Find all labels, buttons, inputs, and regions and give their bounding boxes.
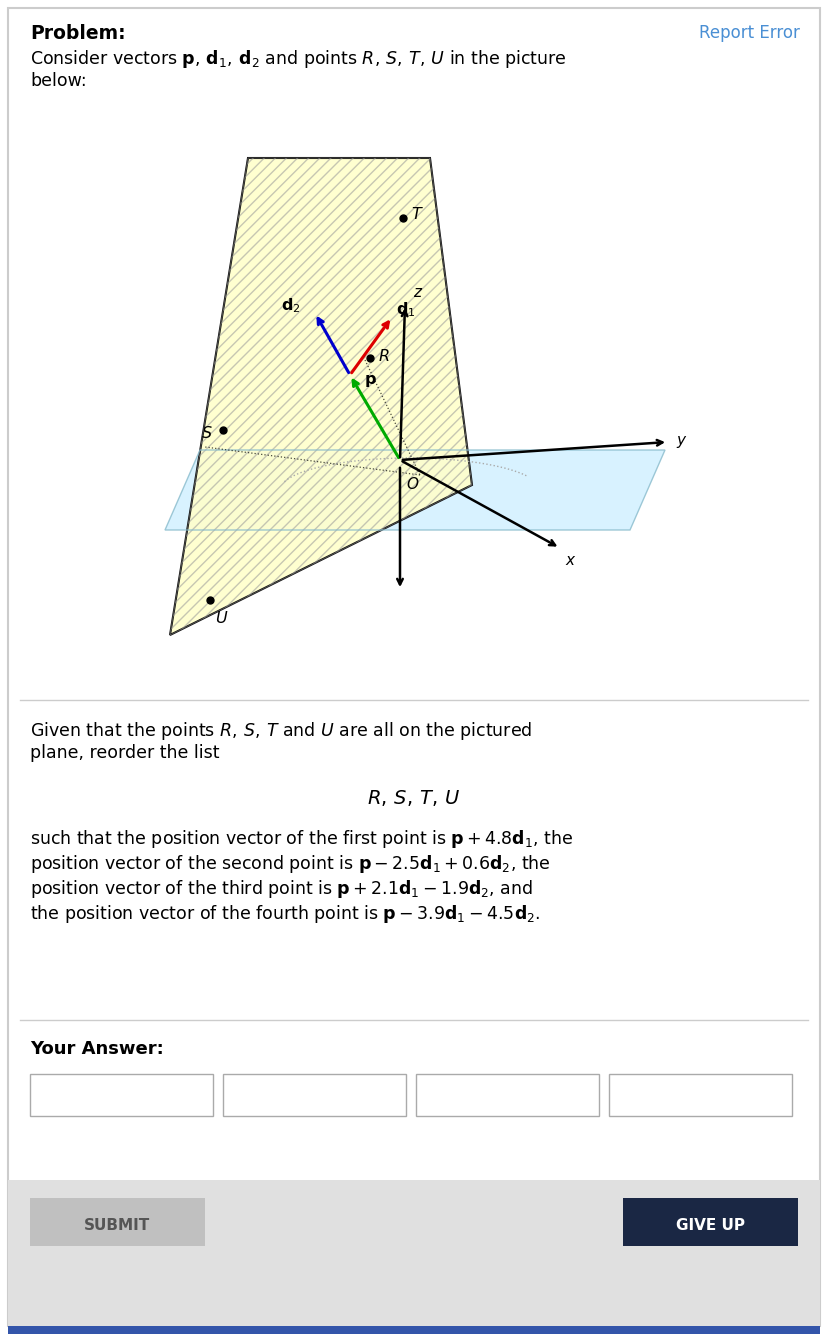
Bar xyxy=(609,1074,791,1117)
Text: Your Answer:: Your Answer: xyxy=(30,1041,164,1058)
Text: such that the position vector of the first point is $\mathbf{p} + 4.8\mathbf{d}_: such that the position vector of the fir… xyxy=(30,828,573,850)
Text: Report Error: Report Error xyxy=(698,24,799,41)
Text: Problem:: Problem: xyxy=(30,24,126,43)
Text: plane, reorder the list: plane, reorder the list xyxy=(30,744,219,762)
Bar xyxy=(622,1198,797,1246)
Text: position vector of the third point is $\mathbf{p} + 2.1\mathbf{d}_1 - 1.9\mathbf: position vector of the third point is $\… xyxy=(30,878,533,900)
Bar xyxy=(8,1326,819,1334)
Text: GIVE UP: GIVE UP xyxy=(675,1218,744,1234)
Text: $y$: $y$ xyxy=(675,434,686,450)
Text: $S$: $S$ xyxy=(201,426,213,442)
Text: the position vector of the fourth point is $\mathbf{p} - 3.9\mathbf{d}_1 - 4.5\m: the position vector of the fourth point … xyxy=(30,903,540,924)
Text: $O$: $O$ xyxy=(405,476,419,492)
Bar xyxy=(30,1198,205,1246)
Text: $\mathbf{d}_2$: $\mathbf{d}_2$ xyxy=(281,296,301,315)
Text: $\mathbf{p}$: $\mathbf{p}$ xyxy=(364,374,376,390)
Text: $R,\,S,\,T,\,U$: $R,\,S,\,T,\,U$ xyxy=(367,788,460,808)
Bar xyxy=(222,1074,405,1117)
Text: $x$: $x$ xyxy=(564,554,576,568)
Bar xyxy=(8,1181,819,1326)
Polygon shape xyxy=(165,450,664,530)
Text: $z$: $z$ xyxy=(413,285,423,300)
Text: $U$: $U$ xyxy=(215,610,228,626)
Bar xyxy=(30,1074,213,1117)
Bar xyxy=(415,1074,598,1117)
Polygon shape xyxy=(170,157,471,635)
Text: Consider vectors $\mathbf{p},\,\mathbf{d}_1,\,\mathbf{d}_2$ and points $R,\,S,\,: Consider vectors $\mathbf{p},\,\mathbf{d… xyxy=(30,48,566,69)
Text: $R$: $R$ xyxy=(378,348,390,364)
FancyBboxPatch shape xyxy=(8,8,819,1326)
Text: $T$: $T$ xyxy=(410,205,423,221)
Text: position vector of the second point is $\mathbf{p} - 2.5\mathbf{d}_1 + 0.6\mathb: position vector of the second point is $… xyxy=(30,852,550,875)
Text: SUBMIT: SUBMIT xyxy=(84,1218,151,1234)
Text: $\mathbf{d}_1$: $\mathbf{d}_1$ xyxy=(395,300,415,319)
Text: Given that the points $R,\,S,\,T$ and $U$ are all on the pictured: Given that the points $R,\,S,\,T$ and $U… xyxy=(30,720,532,742)
Text: below:: below: xyxy=(30,72,87,89)
